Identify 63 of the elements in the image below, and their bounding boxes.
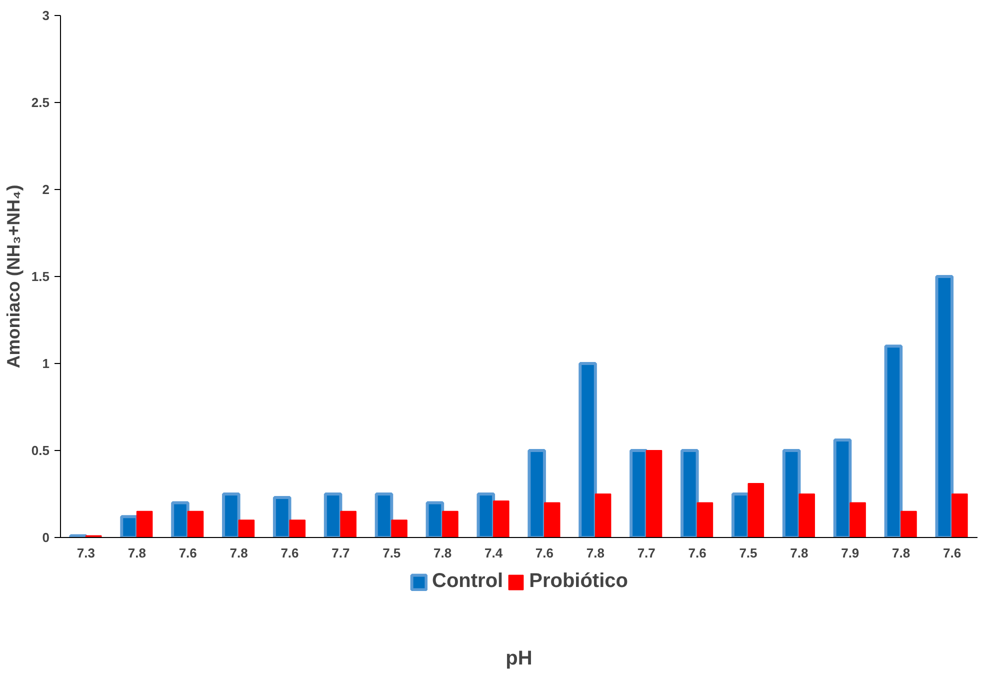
bar xyxy=(833,438,852,538)
bar xyxy=(187,510,204,538)
bar xyxy=(238,520,255,538)
bar xyxy=(578,362,597,538)
bar xyxy=(594,494,612,538)
x-tick-label: 7.6 xyxy=(688,546,706,560)
bar xyxy=(731,492,750,538)
bar xyxy=(630,449,648,538)
bar xyxy=(680,449,699,538)
x-tick-label: 7.8 xyxy=(892,546,910,560)
x-tick-label: 7.8 xyxy=(230,546,248,560)
bar xyxy=(289,520,306,538)
legend-label: Probiótico xyxy=(529,570,628,593)
bar xyxy=(528,449,546,538)
bar xyxy=(798,494,815,538)
bar xyxy=(222,492,240,538)
bar xyxy=(120,515,138,538)
x-tick-label: 7.6 xyxy=(178,546,197,560)
x-tick-label: 7.4 xyxy=(484,546,504,560)
x-tick-label: 7.8 xyxy=(586,546,604,560)
y-axis-title: Amoniaco (NH₃+NH₄) xyxy=(3,184,24,368)
x-tick-label: 7.5 xyxy=(739,546,758,560)
y-tick-label: 2.5 xyxy=(31,95,50,110)
y-tick-label: 1.5 xyxy=(31,269,50,284)
bar xyxy=(442,510,458,538)
bar xyxy=(324,492,342,538)
x-tick-label: 7.7 xyxy=(637,546,656,560)
bar xyxy=(426,501,444,538)
y-tick-label: 0 xyxy=(42,530,50,545)
x-tick-label: 7.8 xyxy=(790,546,808,560)
bar xyxy=(952,494,968,538)
bar xyxy=(272,496,292,538)
bar xyxy=(850,502,866,538)
x-tick-label: 7.6 xyxy=(942,546,962,560)
x-tick-label: 7.8 xyxy=(434,546,452,560)
x-tick-label: 7.3 xyxy=(76,546,96,560)
x-tick-label: 7.9 xyxy=(841,546,860,560)
legend-label: Control xyxy=(432,570,504,593)
bar xyxy=(374,492,394,538)
bar xyxy=(900,510,917,538)
bar xyxy=(935,275,954,538)
bar xyxy=(782,449,801,538)
bar xyxy=(340,510,356,538)
bar xyxy=(884,344,903,538)
x-tick-label: 7.8 xyxy=(128,546,146,560)
y-tick-label: 1 xyxy=(42,356,50,371)
bar xyxy=(136,510,153,538)
y-tick-label: 0.5 xyxy=(31,443,50,458)
bar xyxy=(493,500,510,538)
y-tick-label: 3 xyxy=(42,8,50,23)
x-tick-label: 7.7 xyxy=(332,546,350,560)
bar xyxy=(391,520,408,538)
bar xyxy=(646,450,662,538)
bar xyxy=(696,502,714,538)
bar xyxy=(748,483,764,538)
y-tick-label: 2 xyxy=(42,182,50,197)
bar xyxy=(544,502,560,538)
bar xyxy=(476,492,496,538)
x-tick-label: 7.6 xyxy=(535,546,554,560)
x-axis-title: pH xyxy=(506,648,532,670)
bar xyxy=(171,501,190,538)
x-tick-label: 7.5 xyxy=(382,546,401,560)
x-tick-label: 7.6 xyxy=(280,546,299,560)
